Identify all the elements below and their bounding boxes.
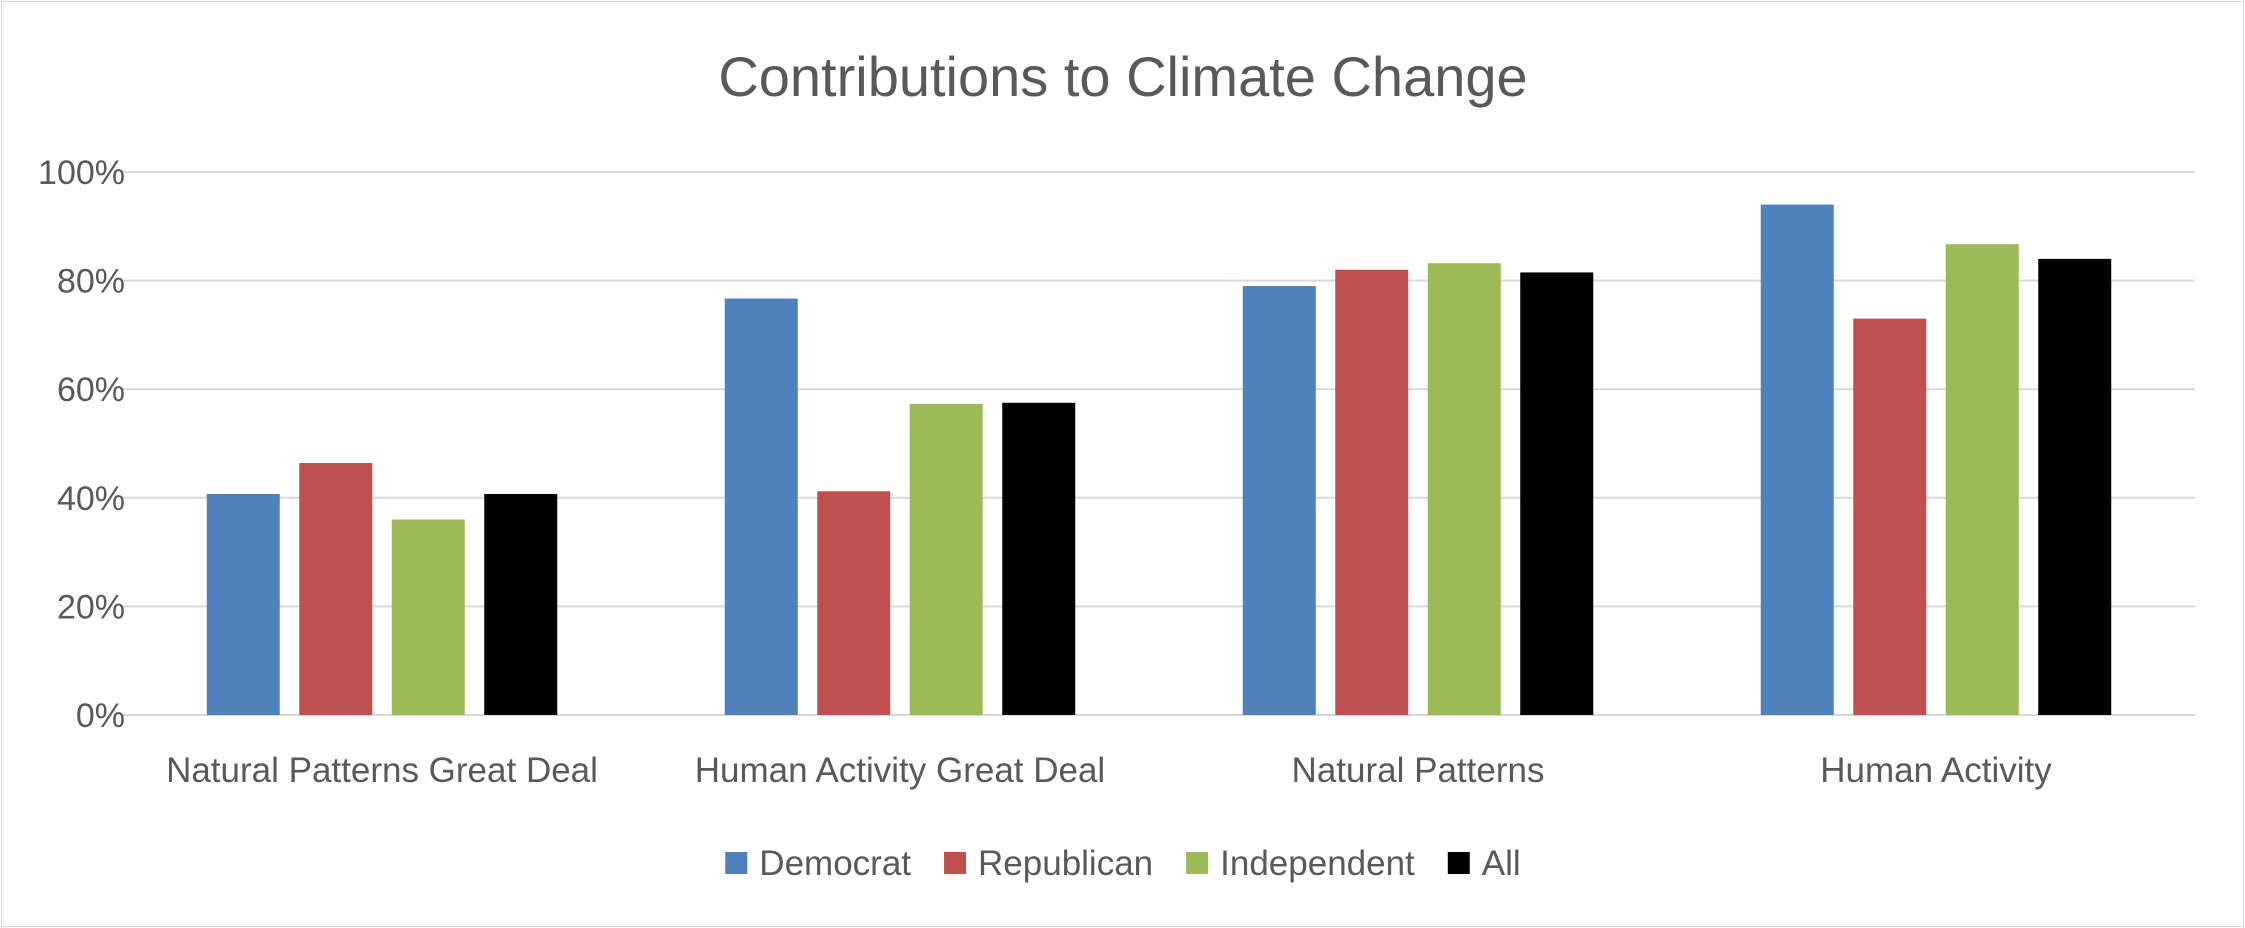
x-category-label: Natural Patterns Great Deal — [166, 751, 598, 790]
bar-republican — [1853, 318, 1927, 715]
x-category-label: Human Activity — [1820, 751, 2052, 790]
legend-label-independent: Independent — [1220, 844, 1415, 883]
bar-democrat — [206, 493, 280, 715]
legend-swatch-independent — [1186, 852, 1209, 874]
x-axis-category-labels: Natural Patterns Great Deal Human Activit… — [166, 751, 2052, 790]
x-category-label: Natural Patterns — [1292, 751, 1545, 790]
y-tick-label: 100% — [38, 154, 125, 192]
bar-independent — [1427, 263, 1501, 715]
bar-democrat — [724, 298, 798, 715]
bar-all — [2038, 258, 2112, 715]
bar-republican — [817, 491, 891, 715]
bar-independent — [1945, 244, 2019, 715]
y-axis-tick-labels: 0% 20% 40% 60% 80% 100% — [38, 154, 125, 735]
y-tick-label: 60% — [57, 371, 125, 409]
legend-label-democrat: Democrat — [759, 844, 911, 883]
legend-label-republican: Republican — [978, 844, 1153, 883]
gridlines — [123, 171, 2195, 716]
bar-all — [484, 493, 558, 715]
legend-swatch-all — [1447, 852, 1470, 874]
bar-independent — [391, 519, 465, 715]
legend-swatch-democrat — [725, 852, 748, 874]
legend-label-all: All — [1482, 844, 1521, 883]
y-tick-label: 0% — [76, 697, 125, 735]
y-tick-label: 80% — [57, 263, 125, 301]
bar-republican — [299, 463, 373, 715]
bar-democrat — [1760, 204, 1834, 715]
chart-title: Contributions to Climate Change — [718, 45, 1527, 108]
bars — [206, 204, 2112, 715]
y-tick-label: 40% — [57, 480, 125, 518]
bar-all — [1520, 272, 1594, 715]
y-tick-label: 20% — [57, 588, 125, 626]
bar-all — [1002, 402, 1076, 715]
legend-swatch-republican — [944, 852, 967, 874]
x-category-label: Human Activity Great Deal — [695, 751, 1105, 790]
bar-independent — [909, 403, 983, 715]
legend: Democrat Republican Independent All — [725, 844, 1521, 883]
bar-democrat — [1242, 286, 1316, 715]
bar-republican — [1335, 269, 1409, 715]
